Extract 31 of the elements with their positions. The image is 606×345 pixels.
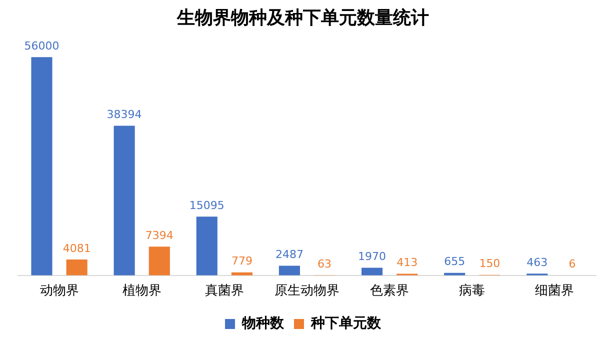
legend-label: 物种数 <box>241 316 285 332</box>
data-label: 1970 <box>358 250 386 264</box>
bar <box>66 260 88 276</box>
data-label: 56000 <box>24 40 60 53</box>
data-label: 2487 <box>275 248 304 262</box>
bar <box>148 246 170 276</box>
bar <box>114 126 135 276</box>
data-label: 38394 <box>106 108 142 122</box>
data-label: 413 <box>396 256 418 270</box>
x-tick-label: 动物界 <box>40 284 79 299</box>
x-tick-label: 细菌界 <box>535 284 574 299</box>
legend-label: 种下单元数 <box>310 316 382 332</box>
bar <box>31 57 52 276</box>
data-label: 4081 <box>62 242 91 255</box>
x-tick-label: 病毒 <box>459 284 486 299</box>
data-label: 6 <box>568 258 576 271</box>
data-label: 779 <box>231 254 252 268</box>
bar <box>196 216 218 276</box>
data-label: 15095 <box>189 198 224 212</box>
data-label: 463 <box>526 256 548 269</box>
data-label: 63 <box>318 258 332 271</box>
bar <box>361 268 383 276</box>
data-label: 150 <box>479 257 500 270</box>
data-label: 655 <box>444 255 466 268</box>
x-tick-label: 原生动物界 <box>274 284 340 299</box>
x-tick-label: 色素界 <box>370 284 410 299</box>
data-label: 7394 <box>145 228 174 242</box>
bar <box>278 266 300 276</box>
chart-title: 生物界物种及种下单元数量统计 <box>176 7 429 28</box>
x-tick-label: 植物界 <box>122 284 162 299</box>
x-tick-label: 真菌界 <box>204 284 244 299</box>
